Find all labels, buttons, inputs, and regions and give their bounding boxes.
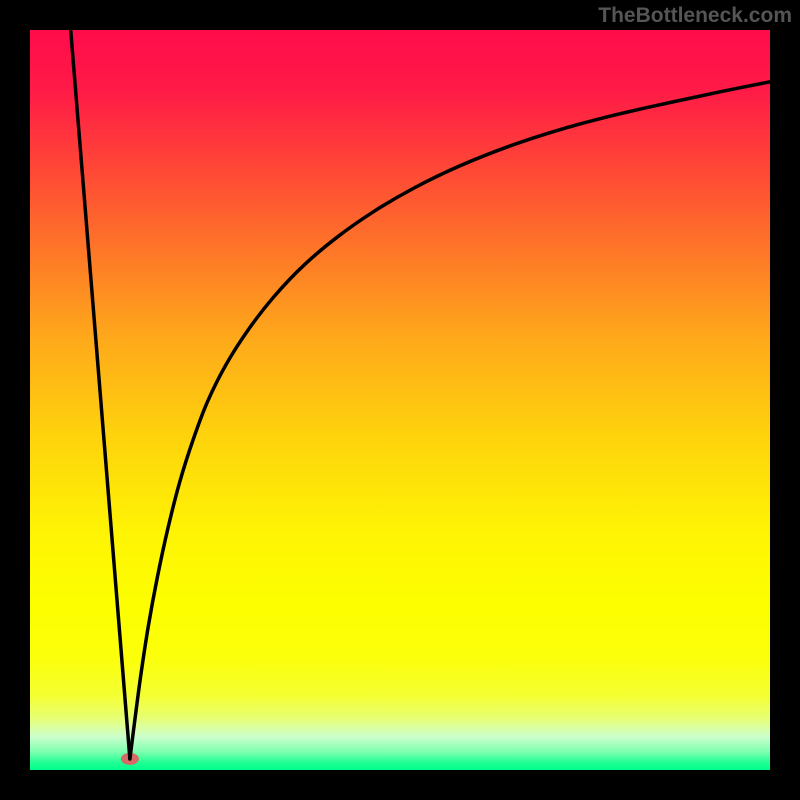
- curve-layer: [30, 30, 770, 770]
- plot-area: [30, 30, 770, 770]
- chart-container: TheBottleneck.com: [0, 0, 800, 800]
- curve-left-branch: [71, 30, 130, 759]
- curve-right-branch: [130, 82, 770, 759]
- attribution-text: TheBottleneck.com: [598, 4, 792, 28]
